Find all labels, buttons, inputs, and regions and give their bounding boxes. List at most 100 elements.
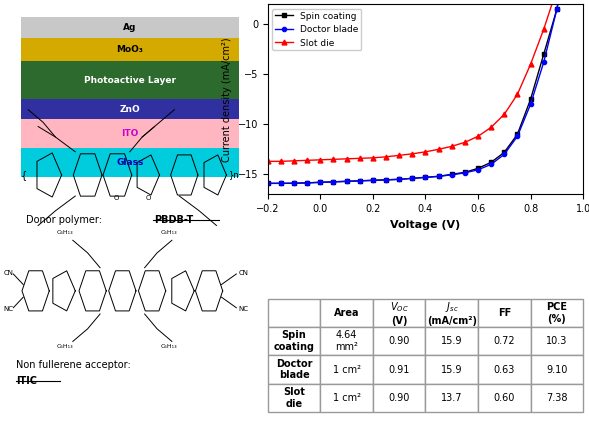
Doctor blade (343, 179, 350, 184)
Doctor blade (448, 172, 455, 178)
Bar (21, 120, 239, 148)
Slot die (435, 147, 442, 152)
Line: Slot die: Slot die (265, 0, 585, 164)
Doctor blade (264, 181, 272, 186)
Slot die (488, 125, 495, 130)
Text: NC: NC (239, 306, 249, 312)
Bar (21, 17, 239, 38)
Text: ZnO: ZnO (120, 105, 140, 114)
Spin coating (448, 172, 455, 177)
Spin coating (461, 170, 468, 175)
Spin coating (514, 132, 521, 137)
Slot die (330, 157, 337, 162)
Text: O: O (145, 195, 151, 201)
Slot die (422, 149, 429, 154)
Spin coating (356, 178, 363, 184)
Spin coating (553, 7, 560, 12)
Bar (21, 38, 239, 61)
Text: Donor polymer:: Donor polymer: (26, 215, 105, 225)
Slot die (317, 157, 324, 163)
Spin coating (422, 175, 429, 180)
Spin coating (277, 181, 284, 186)
Doctor blade (553, 7, 560, 12)
Text: O: O (114, 195, 119, 201)
Text: Glass: Glass (116, 158, 144, 167)
Spin coating (501, 150, 508, 155)
Doctor blade (409, 176, 416, 181)
Slot die (343, 156, 350, 161)
Spin coating (343, 179, 350, 184)
Text: C₆H₁₃: C₆H₁₃ (57, 230, 74, 235)
Line: Spin coating: Spin coating (266, 0, 585, 185)
Spin coating (317, 180, 324, 185)
Doctor blade (475, 167, 482, 172)
Doctor blade (514, 134, 521, 139)
Spin coating (330, 179, 337, 184)
Spin coating (527, 97, 534, 102)
Slot die (514, 92, 521, 97)
Doctor blade (330, 179, 337, 184)
Spin coating (540, 52, 547, 57)
Spin coating (475, 166, 482, 171)
Spin coating (396, 177, 403, 182)
Spin coating (264, 181, 272, 186)
Doctor blade (488, 162, 495, 167)
Slot die (264, 159, 272, 164)
Line: Doctor blade: Doctor blade (266, 0, 585, 185)
Doctor blade (461, 170, 468, 175)
Slot die (461, 140, 468, 145)
Text: MoO₃: MoO₃ (117, 45, 143, 54)
Spin coating (488, 160, 495, 165)
Slot die (475, 134, 482, 139)
Doctor blade (396, 177, 403, 182)
Text: Photoactive Layer: Photoactive Layer (84, 76, 176, 85)
Slot die (527, 62, 534, 67)
Slot die (540, 27, 547, 32)
Text: {: { (21, 170, 27, 180)
Bar (21, 148, 239, 177)
Slot die (382, 154, 389, 160)
Slot die (277, 159, 284, 164)
Spin coating (304, 180, 311, 185)
Legend: Spin coating, Doctor blade, Slot die: Spin coating, Doctor blade, Slot die (272, 9, 361, 50)
Slot die (290, 158, 297, 163)
Text: Non fullerene acceptor:: Non fullerene acceptor: (16, 360, 134, 370)
Text: C₆H₁₃: C₆H₁₃ (57, 344, 74, 349)
Spin coating (435, 174, 442, 179)
Spin coating (382, 177, 389, 182)
Text: C₆H₁₃: C₆H₁₃ (161, 344, 178, 349)
Doctor blade (304, 180, 311, 185)
Text: CN: CN (239, 270, 249, 276)
Slot die (448, 144, 455, 149)
Doctor blade (422, 175, 429, 180)
Spin coating (409, 176, 416, 181)
Doctor blade (435, 174, 442, 179)
Bar (21, 61, 239, 99)
Text: NC: NC (4, 306, 14, 312)
Doctor blade (290, 181, 297, 186)
Bar (21, 99, 239, 120)
Slot die (369, 155, 376, 160)
Text: ITO: ITO (121, 129, 138, 138)
Slot die (409, 151, 416, 157)
Doctor blade (382, 177, 389, 182)
Text: ITIC: ITIC (16, 376, 37, 386)
Text: C₆H₁₃: C₆H₁₃ (161, 230, 178, 235)
Text: CN: CN (4, 270, 14, 276)
Doctor blade (317, 180, 324, 185)
X-axis label: Voltage (V): Voltage (V) (391, 220, 461, 230)
Doctor blade (527, 102, 534, 107)
Text: PBDB-T: PBDB-T (154, 215, 194, 225)
Text: }n: }n (229, 170, 240, 179)
Doctor blade (356, 178, 363, 184)
Slot die (501, 112, 508, 117)
Text: Ag: Ag (123, 23, 137, 32)
Spin coating (369, 178, 376, 183)
Slot die (396, 153, 403, 158)
Slot die (356, 156, 363, 161)
Doctor blade (540, 60, 547, 65)
Spin coating (290, 181, 297, 186)
Doctor blade (501, 152, 508, 157)
Doctor blade (277, 181, 284, 186)
Slot die (304, 158, 311, 163)
